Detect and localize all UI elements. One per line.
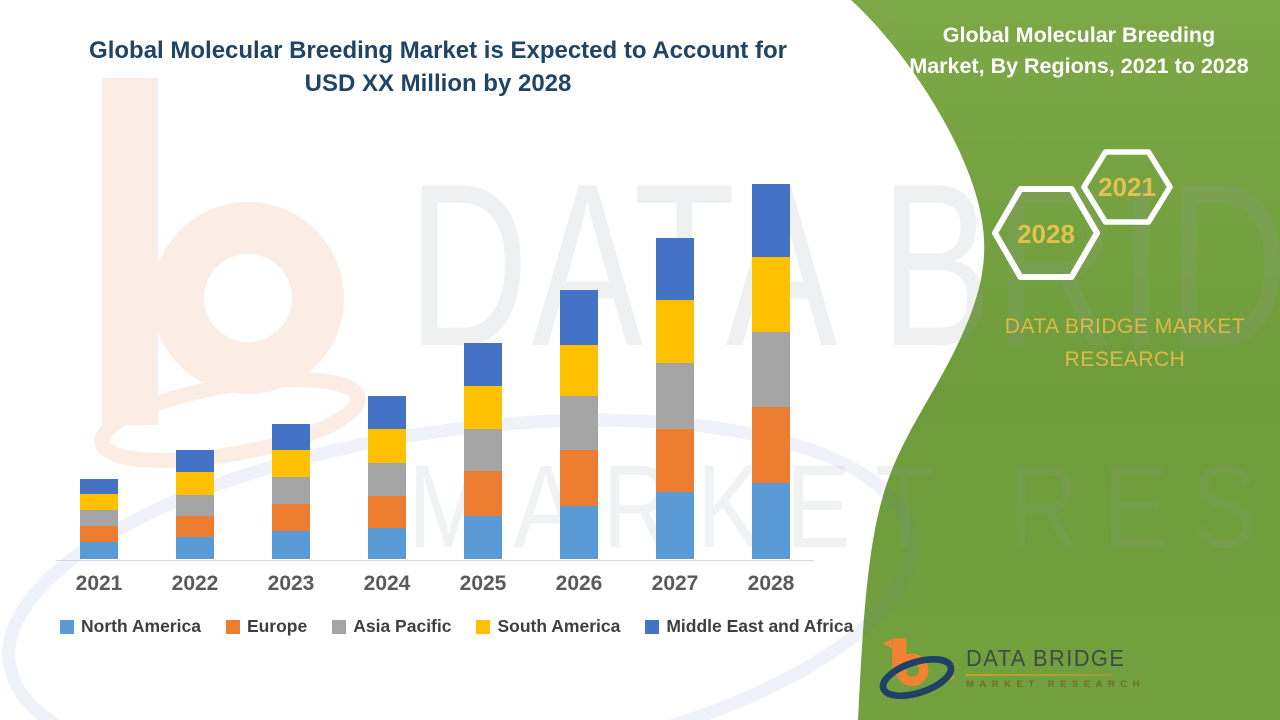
panel-caption: DATA BRIDGE MARKET RESEARCH — [1004, 315, 1246, 371]
bar-segment-south-america — [560, 345, 598, 396]
bar-segment-middle-east-and-africa — [80, 479, 118, 494]
panel-title-line1: Global Molecular Breeding — [942, 23, 1216, 47]
bar-segment-middle-east-and-africa — [752, 184, 790, 257]
bar-segment-europe — [80, 526, 118, 542]
bar-segment-north-america — [464, 516, 502, 559]
bar-segment-south-america — [80, 494, 118, 510]
bar-2024 — [368, 396, 406, 559]
x-axis-label-2027: 2027 — [651, 572, 699, 595]
plot-area — [80, 184, 790, 559]
x-axis-label-2025: 2025 — [459, 572, 507, 595]
chart-title: Global Molecular Breeding Market is Expe… — [58, 34, 818, 100]
x-axis-label-2026: 2026 — [555, 572, 603, 595]
bar-segment-europe — [656, 429, 694, 492]
badge-year-label: 2028 — [1017, 219, 1075, 249]
bar-segment-south-america — [656, 300, 694, 363]
bar-segment-middle-east-and-africa — [560, 290, 598, 345]
bar-segment-north-america — [752, 483, 790, 559]
chart-title-line2: USD XX Million by 2028 — [304, 70, 572, 97]
brand-logo: DATA BRIDGE MARKET RESEARCH — [874, 634, 1145, 700]
bar-segment-south-america — [464, 386, 502, 429]
bar-segment-north-america — [80, 542, 118, 559]
bar-2028 — [752, 184, 790, 559]
brand-name: DATA BRIDGE — [966, 644, 1126, 671]
bar-segment-europe — [560, 450, 598, 506]
bar-segment-asia-pacific — [752, 332, 790, 407]
bar-segment-europe — [368, 496, 406, 528]
bar-segment-asia-pacific — [656, 363, 694, 429]
x-axis-line — [56, 560, 814, 561]
bar-2025 — [464, 343, 502, 559]
bar-segment-north-america — [272, 531, 310, 559]
bar-segment-europe — [272, 504, 310, 531]
bar-segment-south-america — [176, 472, 214, 495]
brand-name-underline — [966, 673, 1112, 676]
bar-2021 — [80, 479, 118, 559]
bar-segment-asia-pacific — [368, 463, 406, 496]
legend-label: Asia Pacific — [353, 616, 452, 636]
x-axis-label-2022: 2022 — [171, 572, 219, 595]
bar-segment-asia-pacific — [80, 510, 118, 526]
legend-item-europe: Europe — [225, 616, 308, 637]
legend-swatch-icon — [60, 619, 74, 634]
bar-segment-europe — [464, 471, 502, 516]
legend-item-north-america: North America — [60, 616, 201, 637]
legend-swatch-icon — [225, 619, 240, 634]
legend-swatch-icon — [332, 619, 347, 634]
data-bridge-b-icon — [879, 638, 955, 700]
legend-label: Middle East and Africa — [666, 616, 854, 636]
hexagon-icon — [1081, 149, 1173, 225]
legend-item-south-america: South America — [476, 616, 620, 637]
bar-segment-south-america — [368, 429, 406, 463]
bar-segment-south-america — [752, 257, 790, 332]
badge-year-label: 2021 — [1098, 172, 1156, 202]
x-axis-label-2021: 2021 — [75, 572, 123, 595]
legend-swatch-icon — [476, 619, 491, 634]
hexagon-badge-2028: 2028 — [992, 186, 1100, 280]
legend-item-middle-east-and-africa: Middle East and Africa — [645, 616, 853, 637]
bar-segment-asia-pacific — [560, 396, 598, 450]
brand-tagline: MARKET RESEARCH — [966, 678, 1146, 690]
x-axis-label-2028: 2028 — [747, 572, 795, 595]
panel-title-line2: Market, By Regions, 2021 to 2028 — [909, 54, 1249, 78]
bar-segment-europe — [752, 407, 790, 483]
bar-segment-middle-east-and-africa — [656, 238, 694, 300]
panel-title: Global Molecular Breeding Market, By Reg… — [878, 20, 1280, 82]
hexagon-badge-2021: 2021 — [1081, 149, 1173, 225]
bar-segment-asia-pacific — [176, 495, 214, 516]
bar-segment-middle-east-and-africa — [368, 396, 406, 429]
bar-segment-middle-east-and-africa — [464, 343, 502, 386]
legend-swatch-icon — [645, 619, 660, 634]
bar-segment-north-america — [368, 528, 406, 559]
bar-segment-europe — [176, 516, 214, 537]
legend-item-asia-pacific: Asia Pacific — [332, 616, 451, 637]
bar-segment-asia-pacific — [272, 477, 310, 504]
legend: North America Europe Asia Pacific South Ame… — [60, 616, 853, 637]
chart-title-line1: Global Molecular Breeding Market is Expe… — [89, 37, 787, 64]
bar-segment-north-america — [560, 506, 598, 559]
hexagon-icon — [992, 186, 1100, 280]
legend-label: South America — [497, 616, 621, 636]
x-axis-label-2023: 2023 — [267, 572, 315, 595]
bar-segment-north-america — [176, 537, 214, 559]
legend-label: Europe — [246, 616, 308, 636]
bar-2027 — [656, 238, 694, 559]
bar-segment-asia-pacific — [464, 429, 502, 471]
bar-2026 — [560, 290, 598, 559]
x-axis-label-2024: 2024 — [363, 572, 411, 595]
x-axis: 2021 2022 2023 2024 2025 2026 2027 2028 — [0, 572, 850, 600]
legend-label: North America — [81, 616, 201, 636]
bar-segment-north-america — [656, 492, 694, 559]
